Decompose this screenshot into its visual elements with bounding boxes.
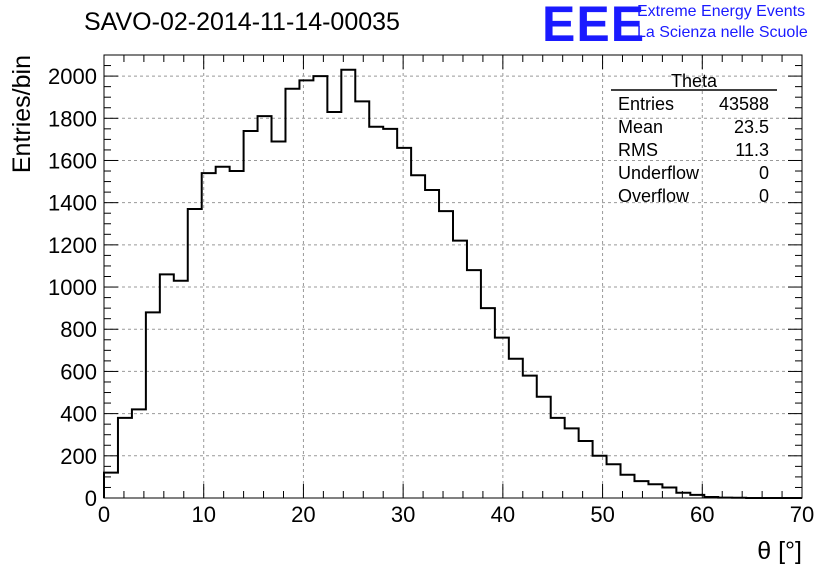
histogram-line bbox=[103, 68, 802, 499]
stats-label-entries: Entries bbox=[618, 94, 674, 114]
stats-label-mean: Mean bbox=[618, 117, 663, 137]
x-tick-label: 20 bbox=[291, 502, 315, 527]
x-tick-label: 10 bbox=[191, 502, 215, 527]
chart-title: SAVO-02-2014-11-14-00035 bbox=[84, 8, 400, 36]
stats-value-overflow: 0 bbox=[759, 186, 769, 206]
stats-label-rms: RMS bbox=[618, 140, 658, 160]
y-tick-label: 600 bbox=[60, 359, 97, 384]
y-tick-label: 1200 bbox=[48, 233, 97, 258]
logo-subtitle-2: La Scienza nelle Scuole bbox=[637, 24, 808, 41]
y-tick-label: 1400 bbox=[48, 191, 97, 216]
stats-value-mean: 23.5 bbox=[734, 117, 769, 137]
y-tick-label: 0 bbox=[85, 486, 97, 511]
stats-label-underflow: Underflow bbox=[618, 163, 700, 183]
y-axis-title: Entries/bin bbox=[8, 55, 36, 173]
y-tick-label: 400 bbox=[60, 402, 97, 427]
x-axis-title: θ [°] bbox=[757, 537, 802, 565]
plot-frame bbox=[103, 54, 803, 499]
y-tick-label: 2000 bbox=[48, 64, 97, 89]
x-tick-label: 70 bbox=[790, 502, 814, 527]
x-tick-label: 40 bbox=[491, 502, 515, 527]
y-tick-label: 1000 bbox=[48, 275, 97, 300]
stats-box-name: Theta bbox=[671, 71, 718, 91]
y-tick-label: 800 bbox=[60, 317, 97, 342]
stats-value-entries: 43588 bbox=[719, 94, 769, 114]
stats-value-underflow: 0 bbox=[759, 163, 769, 183]
y-tick-label: 1800 bbox=[48, 106, 97, 131]
logo-subtitle-1: Extreme Energy Events bbox=[637, 3, 806, 20]
x-tick-label: 0 bbox=[98, 502, 110, 527]
eee-logo: EEE bbox=[542, 0, 646, 52]
y-tick-label: 1600 bbox=[48, 148, 97, 173]
stats-label-overflow: Overflow bbox=[618, 186, 690, 206]
x-tick-label: 30 bbox=[391, 502, 415, 527]
x-tick-label: 60 bbox=[690, 502, 714, 527]
stats-value-rms: 11.3 bbox=[735, 140, 769, 160]
y-tick-label: 200 bbox=[60, 444, 97, 469]
x-tick-label: 50 bbox=[590, 502, 614, 527]
